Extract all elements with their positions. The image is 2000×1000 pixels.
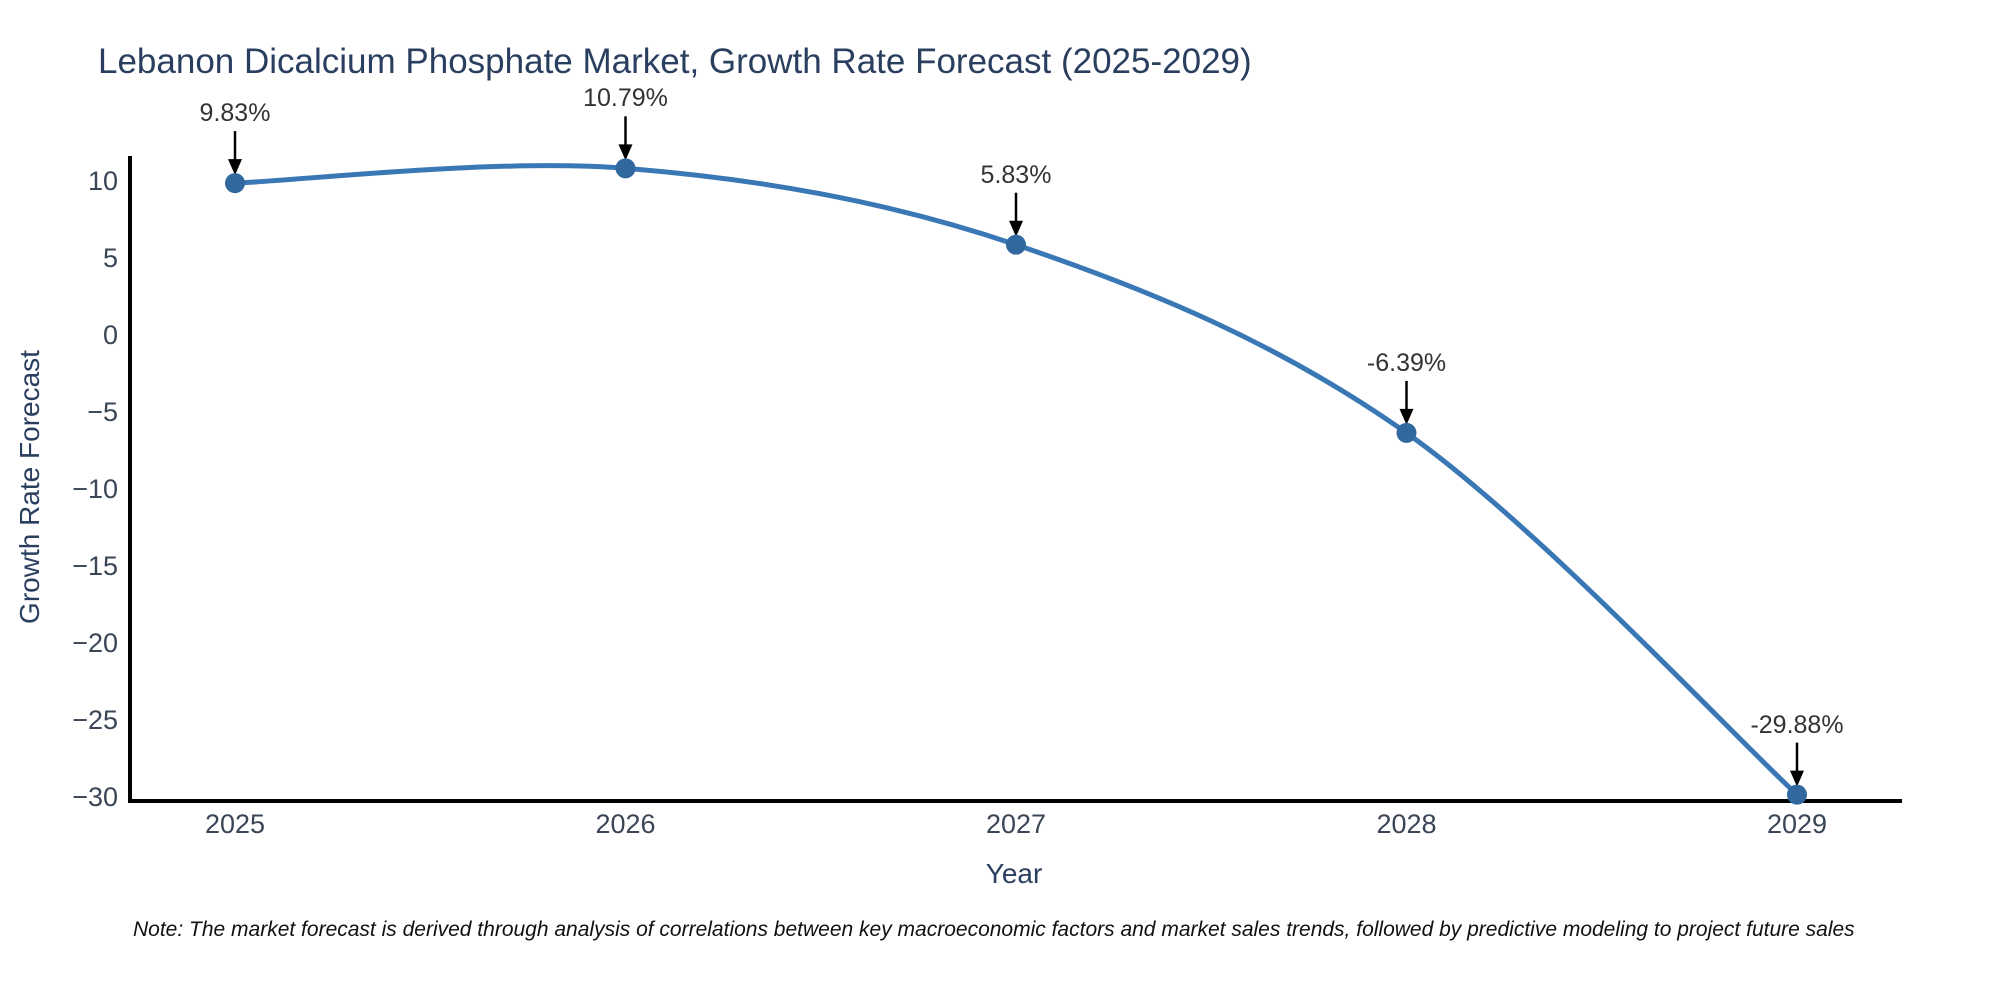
y-tick-label: −30: [72, 781, 118, 812]
data-point-marker: [1006, 234, 1026, 255]
x-axis-title: Year: [985, 858, 1043, 889]
y-tick-label: 5: [102, 242, 118, 273]
point-annotation-label: 9.83%: [199, 99, 271, 128]
x-tick-label: 2025: [204, 809, 266, 839]
forecast-line: [232, 163, 1800, 798]
x-tick-label: 2026: [595, 809, 656, 839]
data-point-marker: [1787, 784, 1807, 805]
y-tick-label: −5: [87, 396, 118, 427]
annotation-arrowhead-icon: [618, 144, 633, 161]
y-tick-label: 0: [102, 319, 118, 350]
annotation-arrowhead-icon: [1399, 408, 1414, 425]
point-annotation-label: 5.83%: [980, 160, 1052, 189]
data-point-marker: [225, 173, 245, 194]
point-annotation-label: -6.39%: [1366, 348, 1447, 377]
y-tick-label: −25: [72, 704, 118, 735]
point-annotation-label: 10.79%: [583, 84, 668, 113]
annotation-arrowhead-icon: [228, 159, 242, 176]
annotation-arrowhead-icon: [1790, 770, 1804, 787]
x-tick-label: 2027: [985, 809, 1047, 839]
data-point-marker: [1396, 422, 1417, 443]
y-tick-label: 10: [87, 165, 118, 196]
chart-title: Lebanon Dicalcium Phosphate Market, Grow…: [98, 42, 1252, 81]
point-annotation-label: -29.88%: [1750, 710, 1844, 739]
y-tick-label: −15: [72, 550, 118, 581]
data-point-marker: [615, 158, 636, 179]
annotation-arrowhead-icon: [1009, 220, 1023, 237]
x-tick-label: 2028: [1376, 809, 1437, 839]
x-tick-label: 2029: [1766, 809, 1828, 839]
footnote: Note: The market forecast is derived thr…: [133, 918, 1855, 941]
y-tick-label: −20: [72, 627, 118, 658]
y-tick-label: −10: [72, 473, 118, 504]
